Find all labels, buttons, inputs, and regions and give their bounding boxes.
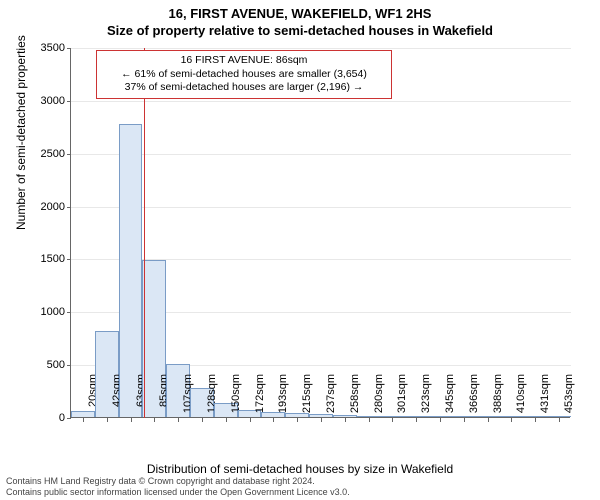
- xtick-mark: [559, 418, 560, 422]
- xtick-mark: [345, 418, 346, 422]
- xtick-label: 453sqm: [563, 374, 575, 424]
- property-marker-line: [144, 48, 145, 418]
- xtick-mark: [131, 418, 132, 422]
- x-axis-label: Distribution of semi-detached houses by …: [0, 462, 600, 476]
- footer-attribution: Contains HM Land Registry data © Crown c…: [6, 476, 350, 498]
- ytick-label: 500: [25, 359, 65, 371]
- plot-region: 050010001500200025003000350020sqm42sqm63…: [70, 48, 570, 418]
- gridline: [71, 48, 571, 49]
- annotation-line1: 16 FIRST AVENUE: 86sqm: [103, 54, 385, 68]
- ytick-label: 2000: [25, 201, 65, 213]
- footer-line2: Contains public sector information licen…: [6, 487, 350, 498]
- annotation-box: 16 FIRST AVENUE: 86sqm ← 61% of semi-det…: [96, 50, 392, 99]
- gridline: [71, 207, 571, 208]
- xtick-mark: [107, 418, 108, 422]
- chart-title-line2: Size of property relative to semi-detach…: [0, 21, 600, 38]
- gridline: [71, 154, 571, 155]
- ytick-label: 1500: [25, 253, 65, 265]
- xtick-mark: [535, 418, 536, 422]
- ytick-mark: [67, 101, 71, 102]
- ytick-mark: [67, 154, 71, 155]
- ytick-mark: [67, 259, 71, 260]
- chart-area: 050010001500200025003000350020sqm42sqm63…: [70, 48, 570, 418]
- xtick-mark: [464, 418, 465, 422]
- xtick-mark: [488, 418, 489, 422]
- xtick-mark: [250, 418, 251, 422]
- xtick-mark: [178, 418, 179, 422]
- xtick-mark: [392, 418, 393, 422]
- ytick-label: 1000: [25, 306, 65, 318]
- ytick-mark: [67, 48, 71, 49]
- xtick-mark: [226, 418, 227, 422]
- annotation-line3: 37% of semi-detached houses are larger (…: [103, 81, 385, 95]
- xtick-mark: [273, 418, 274, 422]
- ytick-label: 3500: [25, 42, 65, 54]
- xtick-mark: [154, 418, 155, 422]
- xtick-mark: [440, 418, 441, 422]
- xtick-mark: [83, 418, 84, 422]
- chart-title-line1: 16, FIRST AVENUE, WAKEFIELD, WF1 2HS: [0, 0, 600, 21]
- xtick-mark: [511, 418, 512, 422]
- ytick-label: 0: [25, 412, 65, 424]
- xtick-mark: [369, 418, 370, 422]
- annotation-line2: ← 61% of semi-detached houses are smalle…: [103, 68, 385, 82]
- xtick-mark: [321, 418, 322, 422]
- chart-container: 16, FIRST AVENUE, WAKEFIELD, WF1 2HS Siz…: [0, 0, 600, 500]
- xtick-mark: [202, 418, 203, 422]
- ytick-mark: [67, 207, 71, 208]
- xtick-mark: [297, 418, 298, 422]
- footer-line1: Contains HM Land Registry data © Crown c…: [6, 476, 350, 487]
- gridline: [71, 101, 571, 102]
- ytick-mark: [67, 312, 71, 313]
- ytick-label: 3000: [25, 95, 65, 107]
- xtick-mark: [416, 418, 417, 422]
- ytick-mark: [67, 365, 71, 366]
- ytick-mark: [67, 418, 71, 419]
- ytick-label: 2500: [25, 148, 65, 160]
